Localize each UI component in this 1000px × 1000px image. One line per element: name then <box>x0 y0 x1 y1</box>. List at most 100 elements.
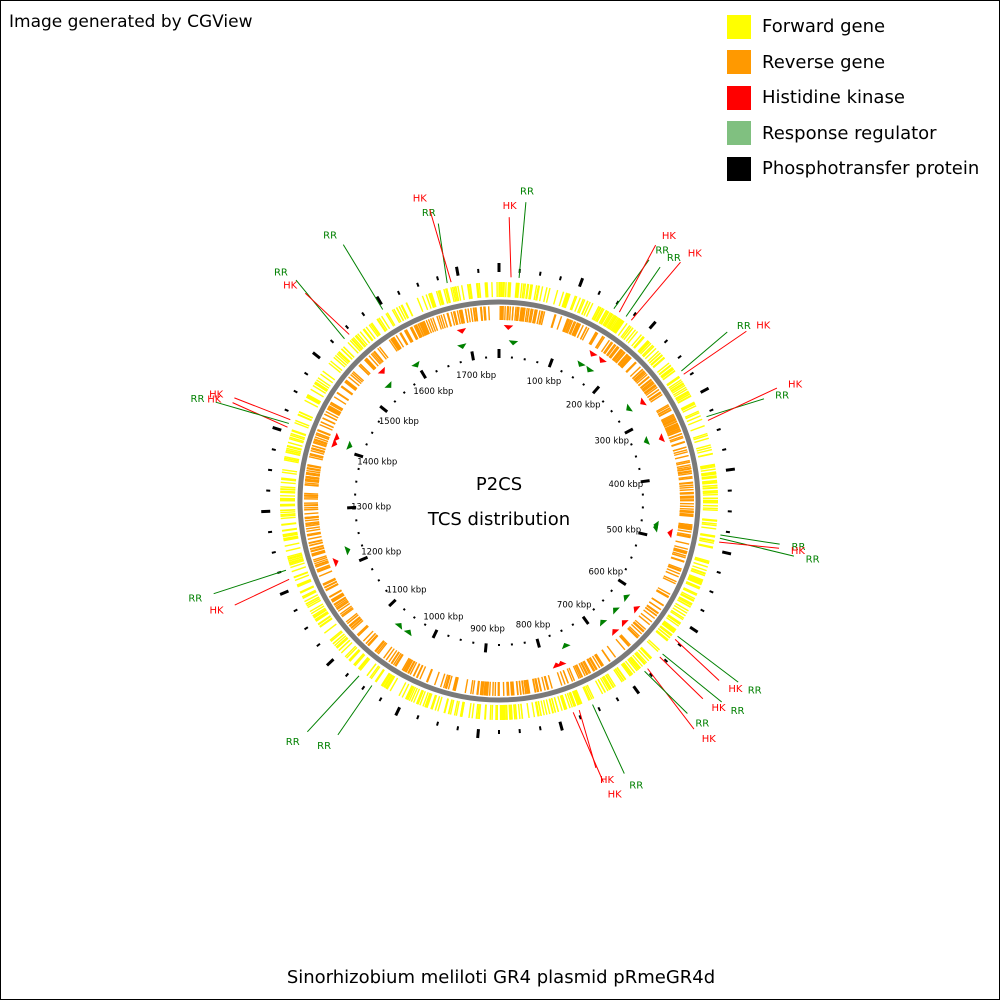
forward-gene-mark <box>297 580 312 588</box>
forward-gene-mark <box>517 704 521 720</box>
reverse-gene-mark <box>453 310 459 325</box>
response-regulator-marker <box>403 629 412 637</box>
reverse-gene-mark <box>614 351 625 363</box>
reverse-gene-mark <box>667 429 682 437</box>
forward-gene-mark <box>673 604 688 614</box>
reverse-gene-mark <box>644 385 657 395</box>
reverse-gene-mark <box>666 426 680 433</box>
forward-gene-mark <box>449 699 455 715</box>
forward-gene-mark <box>637 649 650 662</box>
forward-gene-mark <box>629 656 641 670</box>
forward-gene-mark <box>354 335 366 348</box>
forward-gene-mark <box>415 689 423 705</box>
forward-gene-mark <box>558 291 565 307</box>
reverse-gene-mark <box>447 675 453 690</box>
reverse-gene-mark <box>589 657 598 670</box>
forward-gene-mark <box>673 388 688 398</box>
reverse-gene-mark <box>669 435 684 442</box>
forward-gene-mark <box>328 362 341 374</box>
forward-gene-mark <box>282 468 298 473</box>
forward-gene-mark <box>287 553 303 560</box>
reverse-gene-mark <box>679 486 694 489</box>
forward-gene-mark <box>439 289 445 305</box>
legend-item-response-regulator: Response regulator <box>727 116 979 152</box>
reverse-gene-mark <box>679 481 694 485</box>
forward-gene-mark <box>288 557 304 564</box>
forward-gene-mark <box>670 383 685 393</box>
forward-gene-mark <box>525 283 529 299</box>
callout-label: HK <box>702 734 717 745</box>
reverse-gene-mark <box>373 350 384 363</box>
reverse-gene-mark <box>516 681 519 696</box>
inner-minor-tick <box>560 369 563 373</box>
forward-gene-mark <box>443 288 449 304</box>
forward-gene-mark <box>357 333 368 346</box>
generator-credit: Image generated by CGView <box>9 12 253 32</box>
forward-gene-mark <box>606 673 616 687</box>
reverse-gene-mark <box>668 563 682 570</box>
reverse-gene-mark <box>314 560 329 567</box>
inner-major-tick <box>581 615 590 625</box>
forward-gene-mark <box>694 556 710 563</box>
reverse-gene-mark <box>676 534 691 539</box>
reverse-gene-mark <box>640 379 653 390</box>
reverse-gene-mark <box>337 602 351 612</box>
reverse-gene-mark <box>582 661 590 675</box>
reverse-gene-mark <box>365 632 377 645</box>
legend-label-response-regulator: Response regulator <box>762 122 937 144</box>
histidine-kinase-marker <box>503 324 514 331</box>
reverse-gene-mark <box>669 436 684 443</box>
forward-gene-mark <box>288 558 304 565</box>
reverse-gene-mark <box>640 612 653 623</box>
reverse-gene-mark <box>304 492 319 495</box>
reverse-gene-mark <box>365 357 377 369</box>
reverse-gene-mark <box>486 681 489 696</box>
reverse-gene-mark <box>324 413 338 422</box>
forward-gene-mark <box>660 366 673 378</box>
forward-gene-mark <box>667 614 681 625</box>
callout-line <box>213 569 287 595</box>
forward-gene-mark <box>389 677 399 692</box>
reverse-gene-mark <box>456 310 461 325</box>
reverse-gene-mark <box>649 392 662 402</box>
forward-gene-mark <box>545 699 551 715</box>
tick-label: 1300 kbp <box>351 503 391 513</box>
reverse-gene-mark <box>399 332 409 346</box>
reverse-gene-mark <box>562 318 569 332</box>
callout-label: HK <box>207 394 222 405</box>
forward-gene-mark <box>317 615 331 625</box>
outer-minor-tick <box>361 685 366 691</box>
reverse-gene-mark <box>648 601 662 611</box>
forward-gene-mark <box>583 686 592 701</box>
reverse-gene-mark <box>320 421 334 429</box>
reverse-gene-mark <box>608 345 619 358</box>
forward-gene-mark <box>591 305 600 320</box>
forward-gene-mark <box>521 283 525 299</box>
reverse-gene-mark <box>416 664 424 679</box>
reverse-gene-mark <box>317 566 331 573</box>
reverse-gene-mark <box>319 423 333 431</box>
forward-gene-mark <box>314 381 329 391</box>
forward-gene-mark <box>332 633 345 645</box>
forward-gene-mark <box>425 294 432 309</box>
forward-gene-mark <box>573 690 580 706</box>
forward-gene-mark <box>454 286 460 302</box>
reverse-gene-mark <box>678 475 693 479</box>
inner-minor-tick <box>370 431 374 435</box>
outer-minor-tick <box>316 642 321 648</box>
response-regulator-marker <box>457 343 467 350</box>
forward-gene-mark <box>676 393 691 402</box>
reverse-gene-mark <box>676 461 691 466</box>
reverse-gene-mark <box>611 348 622 361</box>
reverse-gene-mark <box>446 312 452 327</box>
reverse-gene-mark <box>458 309 463 324</box>
reverse-gene-mark <box>328 405 342 414</box>
outer-minor-tick <box>615 697 620 702</box>
forward-gene-mark <box>296 578 311 586</box>
forward-gene-mark <box>343 346 355 358</box>
forward-gene-mark <box>633 336 645 349</box>
reverse-gene-mark <box>460 309 465 324</box>
callout-line <box>683 330 747 375</box>
reverse-gene-mark <box>676 533 691 538</box>
